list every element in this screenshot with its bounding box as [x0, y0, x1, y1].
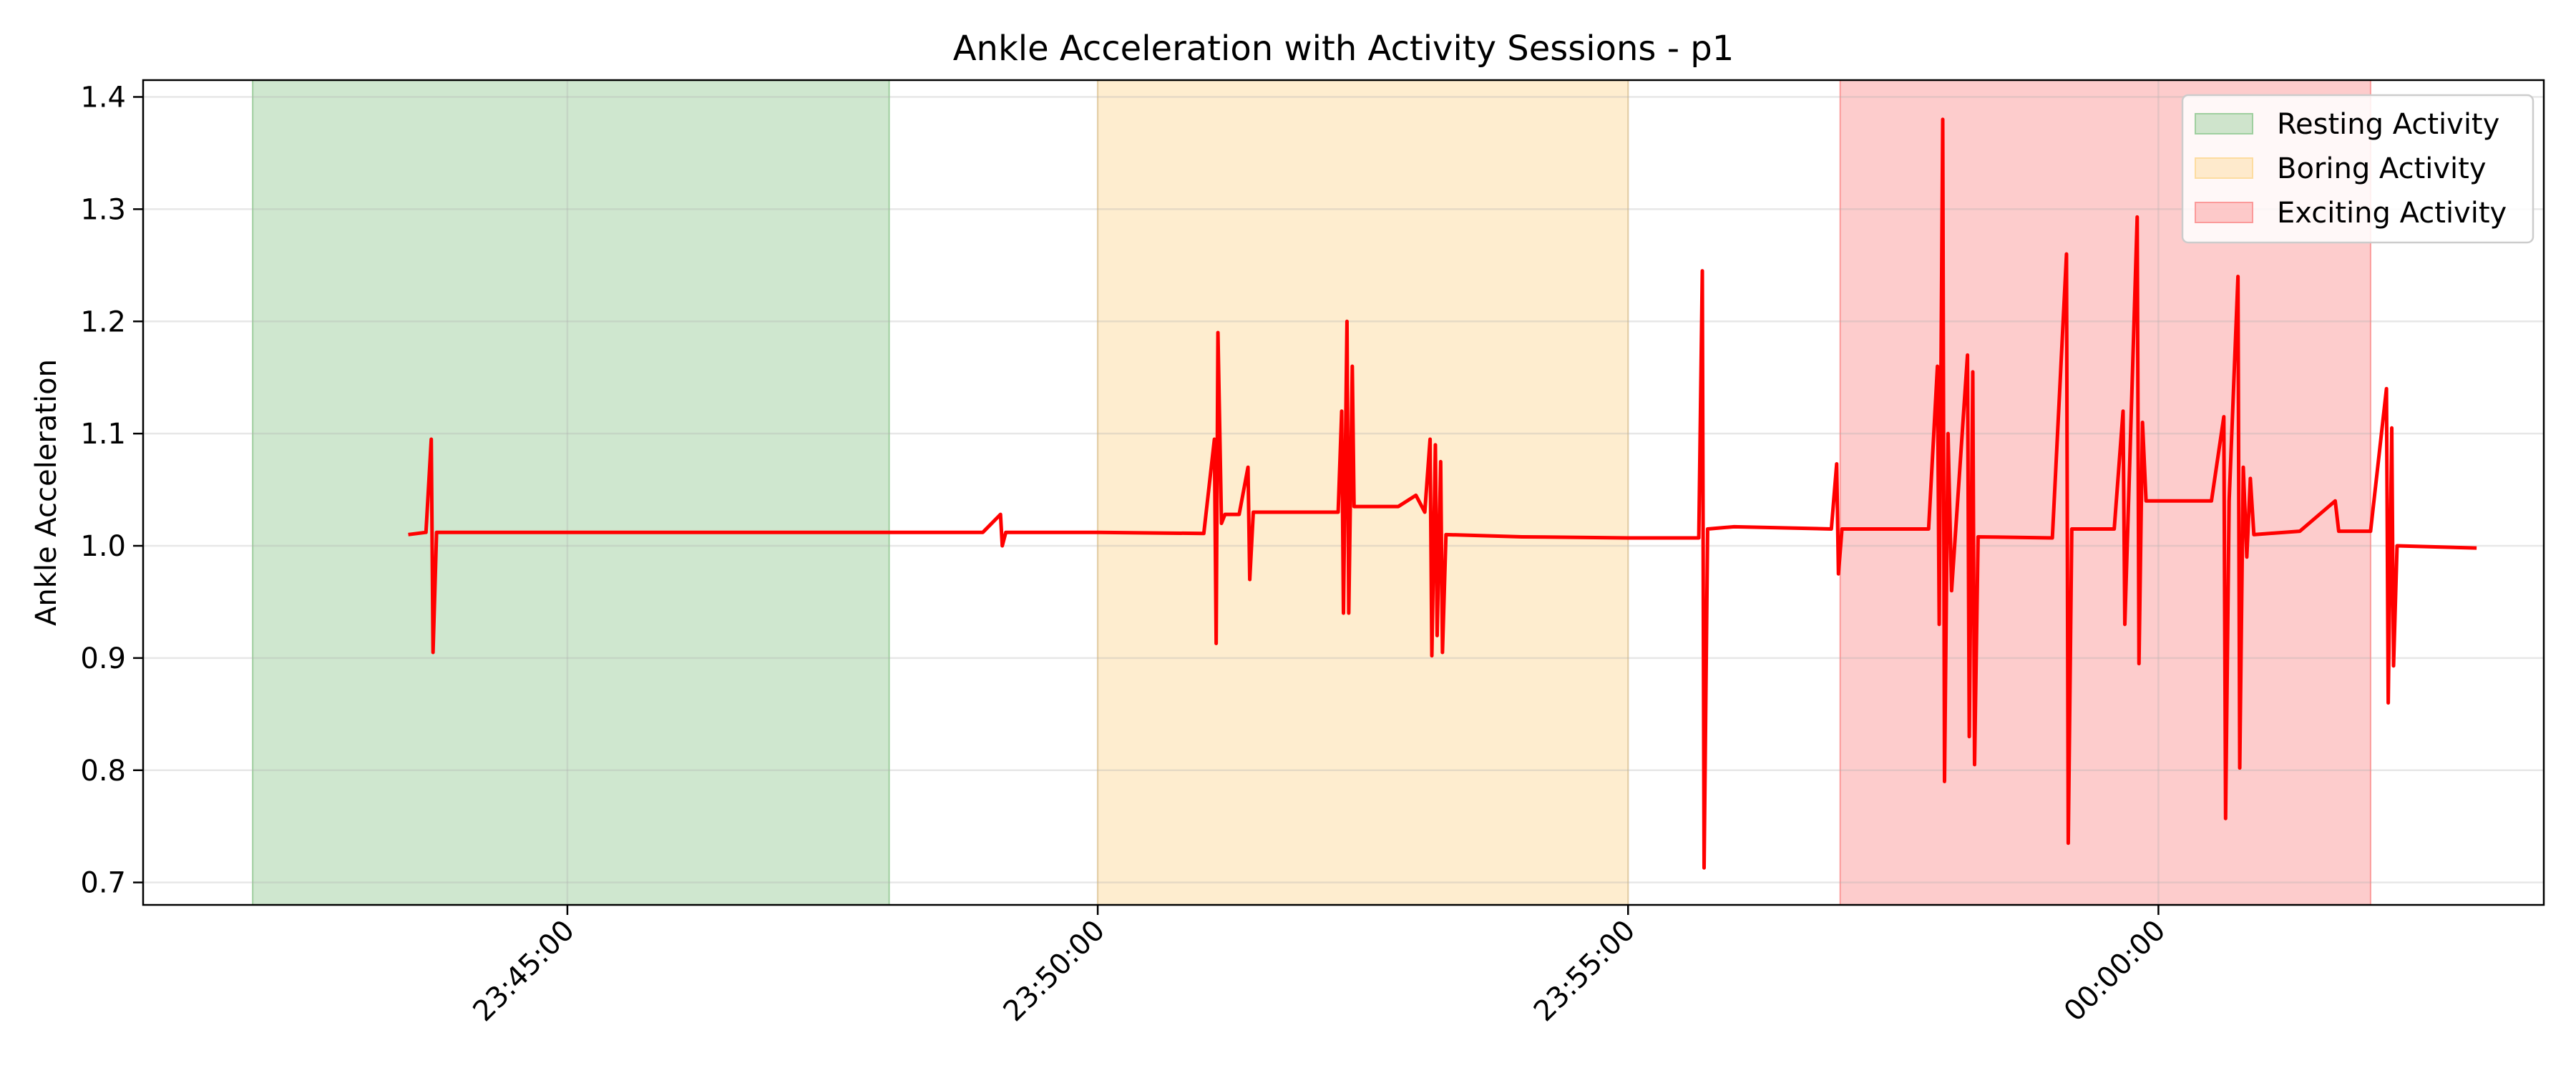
legend-label: Exciting Activity [2277, 197, 2507, 230]
legend-swatch [2195, 157, 2253, 179]
y-axis-label: Ankle Acceleration [30, 359, 63, 626]
session-band [253, 80, 889, 905]
legend-box [2181, 94, 2534, 244]
session-bands [252, 80, 2371, 905]
y-tick-label: 1.2 [80, 305, 126, 338]
plot-frame [142, 79, 2545, 906]
y-axis-ticks: 0.7 0.8 0.9 1.0 1.1 1.2 1.3 1.4 [80, 82, 143, 900]
series-line [408, 117, 2477, 870]
y-tick-label: 0.9 [80, 642, 126, 675]
chart-title: Ankle Acceleration with Activity Session… [953, 29, 1735, 69]
series-lines [408, 117, 2477, 870]
legend: Resting Activity Boring Activity Exciting … [2181, 94, 2534, 244]
y-tick-label: 1.4 [80, 82, 126, 114]
session-band [1098, 80, 1629, 905]
y-tick-label: 1.3 [80, 193, 126, 226]
legend-swatch [2195, 202, 2253, 223]
y-tick-label: 0.7 [80, 867, 126, 900]
y-tick-label: 0.8 [80, 755, 126, 788]
legend-swatch [2195, 113, 2253, 134]
y-tick-label: 1.1 [80, 418, 126, 451]
y-tick-label: 1.0 [80, 530, 126, 563]
legend-label: Resting Activity [2277, 108, 2499, 141]
legend-label: Boring Activity [2277, 152, 2487, 185]
